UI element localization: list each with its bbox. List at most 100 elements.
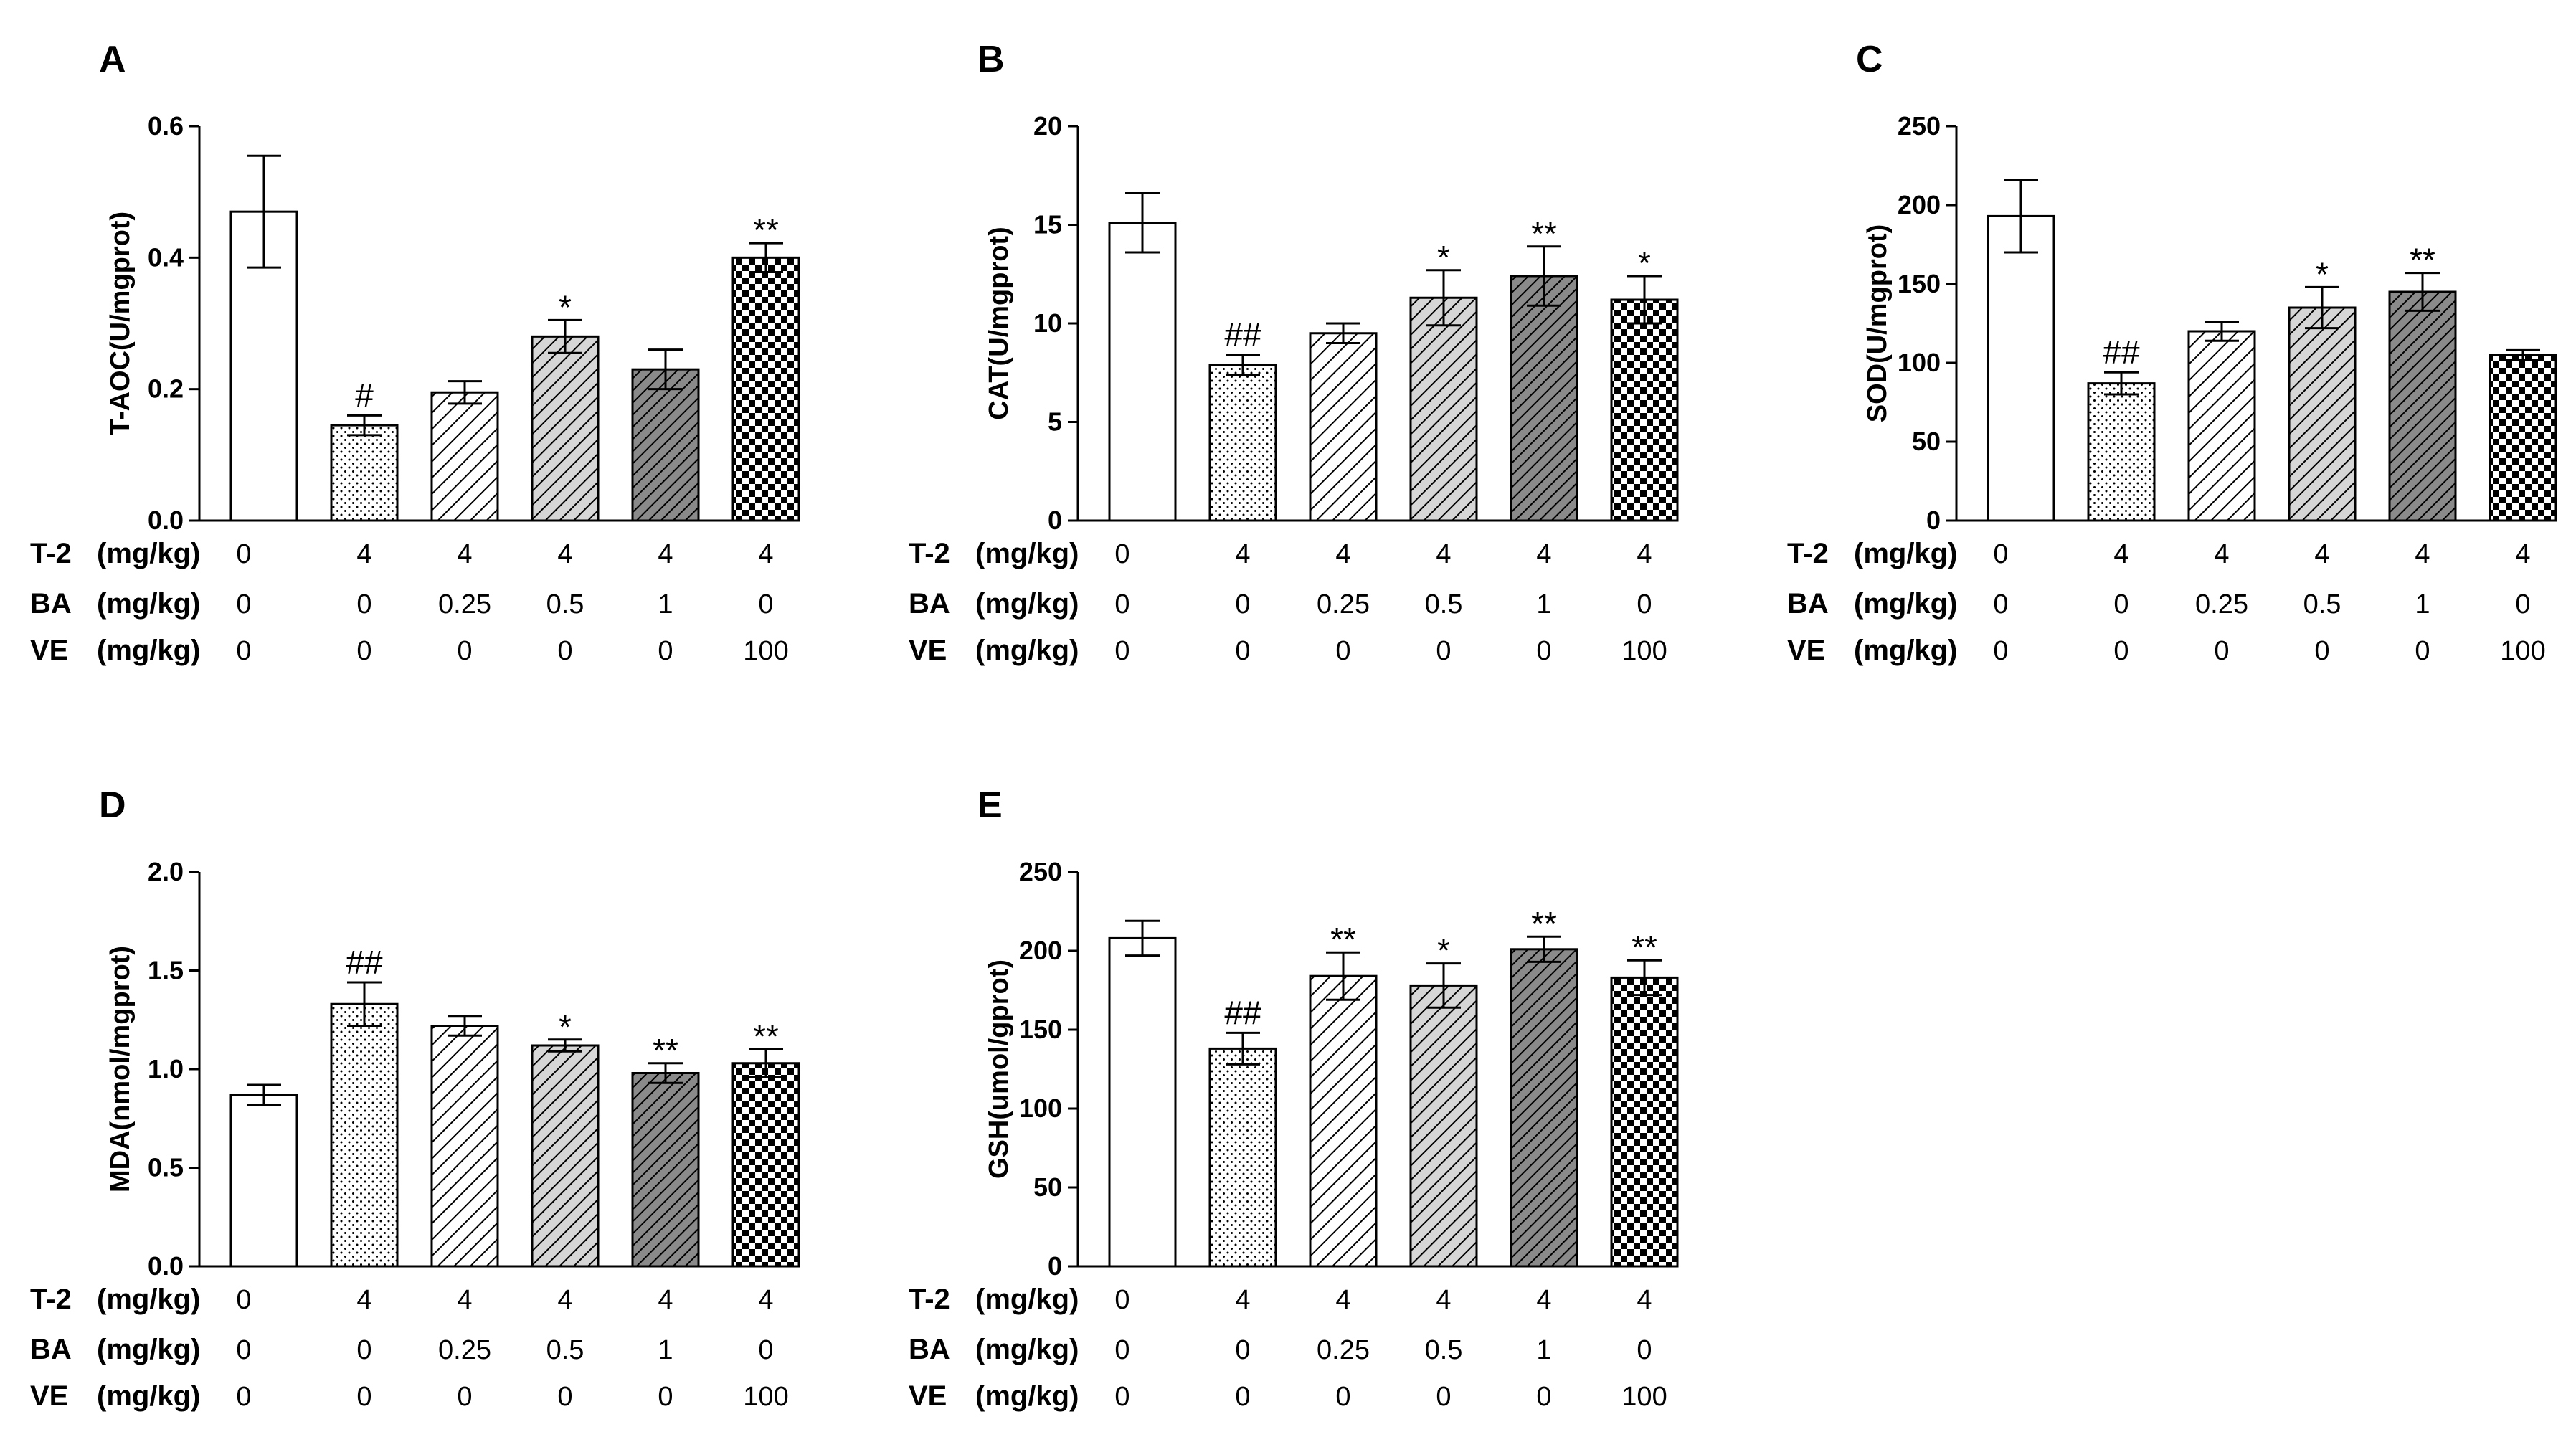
dose-row-value: 0	[1335, 636, 1350, 666]
dose-row-value: 0.5	[1425, 589, 1463, 620]
y-tick-label: 100	[1898, 348, 1941, 377]
dose-row-value: 100	[1621, 636, 1667, 666]
dose-row-value: 100	[743, 636, 788, 666]
y-tick-label: 250	[1019, 857, 1062, 886]
y-tick-label: 0.2	[148, 374, 184, 404]
panel-letter: E	[977, 784, 1003, 826]
y-tick-label: 10	[1033, 308, 1062, 338]
y-tick-label: 1.0	[148, 1054, 184, 1083]
dose-row-value: 0	[1114, 589, 1130, 620]
y-tick-label: 5	[1048, 407, 1062, 437]
significance-label: **	[1531, 905, 1557, 942]
dose-row-value: 0	[1235, 589, 1250, 620]
bar	[531, 1044, 600, 1268]
dose-row-value: 4	[1235, 539, 1250, 569]
dose-row-name: T-2	[909, 538, 950, 569]
dose-row-value: 0	[236, 1382, 251, 1412]
dose-row-value: 1	[1536, 1335, 1551, 1365]
dose-row-value: 0	[356, 1335, 371, 1365]
dose-row-value: 4	[2515, 539, 2530, 569]
dose-row-value: 0.25	[438, 1335, 491, 1365]
dose-row-value: 0.5	[2303, 589, 2341, 620]
dose-row-value: 0	[1235, 1335, 1250, 1365]
bar	[1108, 936, 1177, 1268]
y-tick-label: 50	[1912, 427, 1941, 456]
dose-row-value: 0	[236, 1285, 251, 1315]
bar	[2489, 354, 2557, 522]
dose-row-value: 4	[1637, 1285, 1652, 1315]
bar	[330, 424, 399, 522]
bar	[1510, 275, 1578, 522]
dose-row-name: T-2	[909, 1284, 950, 1315]
significance-label: *	[559, 1008, 572, 1045]
dose-row-value: 0	[758, 589, 773, 620]
bar	[229, 1094, 298, 1268]
significance-label: ##	[1224, 994, 1261, 1031]
dose-row-value: 4	[1335, 1285, 1350, 1315]
significance-label: *	[1437, 239, 1450, 276]
dose-row-unit: (mg/kg)	[1854, 588, 1957, 620]
dose-row-value: 100	[743, 1382, 788, 1412]
dose-row-value: 0	[1114, 539, 1130, 569]
dose-row-unit: (mg/kg)	[97, 635, 200, 666]
bar	[1208, 364, 1277, 522]
y-tick-label: 0.0	[148, 1251, 184, 1281]
y-tick-label: 0.0	[148, 506, 184, 535]
bar	[330, 1002, 399, 1268]
dose-row-value: 0	[236, 636, 251, 666]
y-tick-label: 0.6	[148, 111, 184, 141]
panel-letter: D	[99, 784, 126, 826]
significance-label: *	[2316, 255, 2329, 293]
y-tick-label: 0	[1048, 1251, 1062, 1281]
dose-row-value: 0	[356, 1382, 371, 1412]
bar	[1409, 984, 1478, 1268]
significance-label: **	[1531, 215, 1557, 252]
dose-row-value: 0	[1114, 1285, 1130, 1315]
dose-row-name: BA	[1787, 588, 1829, 620]
dose-row-value: 4	[1436, 1285, 1451, 1315]
dose-row-name: T-2	[30, 538, 72, 569]
dose-row-name: BA	[909, 1334, 950, 1365]
dose-row-value: 4	[1436, 539, 1451, 569]
bar	[1208, 1047, 1277, 1268]
dose-row-value: 100	[2500, 636, 2545, 666]
dose-row-name: VE	[1787, 635, 1825, 666]
dose-row-name: T-2	[1787, 538, 1829, 569]
y-tick-label: 20	[1033, 111, 1062, 141]
dose-row-value: 4	[2314, 539, 2329, 569]
dose-row-value: 0.5	[546, 589, 584, 620]
bar	[1409, 296, 1478, 522]
dose-row-value: 4	[557, 539, 572, 569]
y-tick-label: 15	[1033, 210, 1062, 239]
dose-row-name: VE	[30, 635, 68, 666]
dose-row-value: 4	[457, 539, 472, 569]
dose-row-value: 0	[658, 636, 673, 666]
significance-label: ##	[346, 944, 383, 981]
bar	[2087, 382, 2156, 522]
panels-group: A0.00.20.40.6T-AOC(U/mgprot) #***T-2 (mg/k…	[30, 39, 2557, 1412]
dose-row-unit: (mg/kg)	[97, 538, 200, 569]
y-tick-label: 200	[1019, 936, 1062, 965]
dose-row-value: 0	[2314, 636, 2329, 666]
dose-row-name: VE	[909, 1380, 947, 1412]
significance-label: **	[753, 212, 779, 249]
dose-row-value: 4	[457, 1285, 472, 1315]
y-tick-label: 1.5	[148, 956, 184, 985]
dose-row-value: 0	[1235, 1382, 1250, 1412]
dose-row-value: 4	[1637, 539, 1652, 569]
bar	[430, 1025, 499, 1268]
dose-row-name: T-2	[30, 1284, 72, 1315]
dose-row-name: VE	[30, 1380, 68, 1412]
dose-row-name: BA	[30, 588, 72, 620]
dose-row-unit: (mg/kg)	[1854, 538, 1957, 569]
dose-row-value: 0	[236, 1335, 251, 1365]
dose-row-value: 0	[236, 539, 251, 569]
dose-row-value: 4	[1536, 539, 1551, 569]
dose-row-unit: (mg/kg)	[975, 1284, 1079, 1315]
dose-row-value: 4	[1235, 1285, 1250, 1315]
dose-row-unit: (mg/kg)	[97, 588, 200, 620]
